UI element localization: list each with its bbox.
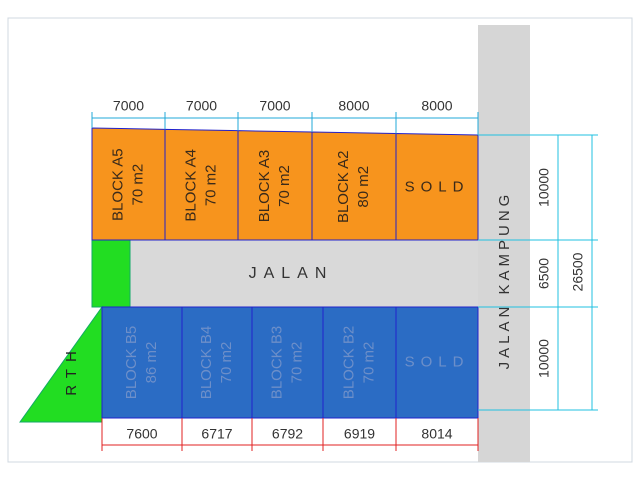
inner-road xyxy=(130,240,478,307)
plot-name: BLOCK B2 xyxy=(340,326,357,399)
plot-name: BLOCK B5 xyxy=(123,326,140,399)
plot-area: 80 m2 xyxy=(355,166,372,208)
plot-name: SOLD xyxy=(405,353,470,370)
dim-label: 7000 xyxy=(113,98,144,114)
road-label: JALAN xyxy=(249,265,334,282)
dim-label: 8000 xyxy=(338,98,369,114)
dim-label: 7000 xyxy=(186,98,217,114)
dim-label: 6792 xyxy=(272,426,303,442)
dim-label: 8014 xyxy=(421,426,452,442)
plot-name: BLOCK B4 xyxy=(198,326,215,399)
dim-label: 6919 xyxy=(344,426,375,442)
dim-label: 7600 xyxy=(126,426,157,442)
green-area xyxy=(19,305,103,423)
plot-name: BLOCK A4 xyxy=(182,149,199,222)
dim-label: 7000 xyxy=(259,98,290,114)
main-road xyxy=(478,25,530,462)
plot-area: 70 m2 xyxy=(218,342,235,384)
plot-name: BLOCK A3 xyxy=(256,150,273,223)
frame xyxy=(7,17,633,463)
plot-area: 70 m2 xyxy=(129,164,146,206)
main-road-label: JALAN KAMPUNG xyxy=(496,191,513,370)
dim-label: 6717 xyxy=(201,426,232,442)
green-label: RTH xyxy=(63,344,80,396)
plot-area: 70 m2 xyxy=(202,164,219,206)
plot-name: SOLD xyxy=(405,178,470,195)
plot-area: 70 m2 xyxy=(288,342,305,384)
plot-area: 86 m2 xyxy=(143,342,160,384)
plot-area: 70 m2 xyxy=(276,165,293,207)
green-area xyxy=(91,239,131,308)
dim-label: 6500 xyxy=(536,258,552,289)
plot-name: BLOCK A2 xyxy=(335,150,352,223)
dim-label: 10000 xyxy=(536,339,552,378)
plot-name: BLOCK B3 xyxy=(268,326,285,399)
plot-name: BLOCK A5 xyxy=(109,148,126,221)
dim-label: 26500 xyxy=(570,252,586,291)
plot-area: 70 m2 xyxy=(360,342,377,384)
dim-label: 10000 xyxy=(536,168,552,207)
dim-label: 8000 xyxy=(421,98,452,114)
